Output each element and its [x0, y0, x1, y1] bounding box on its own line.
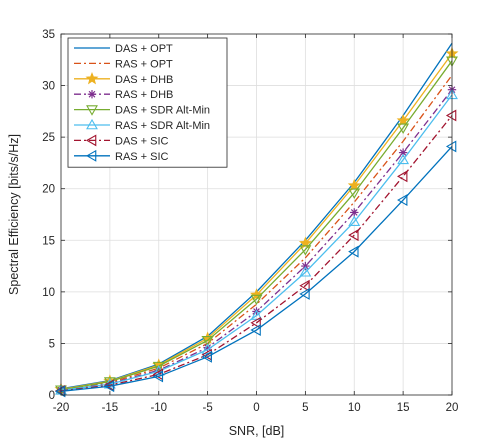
x-tick-label: 10: [348, 402, 361, 414]
x-tick-label: 20: [446, 402, 459, 414]
marker-stroke: [88, 90, 96, 98]
data-point-das-sdr-alt-min: [201, 336, 214, 347]
legend-label: RAS + OPT: [115, 58, 173, 70]
marker-stroke: [350, 209, 358, 216]
legend-item-das-dhb: DAS + DHB: [74, 71, 173, 86]
axes: -20 -15 -10 -5 0 5 10 15 20 0 5 10 15 20 25 30 35: [42, 29, 458, 414]
y-tick-label: 5: [49, 338, 55, 350]
series-line-ras-sdr-alt-min: [60, 94, 453, 392]
data-point-das-dhb: [250, 288, 263, 301]
data-point-ras-sdr-alt-min: [299, 266, 312, 277]
legend-item-ras-sic: RAS + SIC: [74, 149, 169, 163]
legend-box: [67, 37, 228, 168]
data-point-ras-sic: [201, 350, 212, 363]
plot-frame: [60, 33, 453, 396]
legend-item-das-sdr-alt-min: DAS + SDR Alt-Min: [74, 105, 210, 117]
x-tick-label: -5: [203, 402, 213, 414]
data-point-das-sdr-alt-min: [348, 188, 361, 199]
legend-item-ras-dhb: RAS + DHB: [74, 89, 173, 101]
legend-label: DAS + DHB: [115, 74, 173, 86]
data-point-das-sdr-alt-min: [299, 245, 312, 256]
data-point-ras-sic: [348, 245, 359, 258]
data-point-das-dhb: [347, 178, 361, 192]
data-point-das-sic: [348, 229, 359, 242]
legend-label: DAS + SDR Alt-Min: [115, 105, 210, 117]
legend-item-das-sic: DAS + SIC: [74, 134, 169, 147]
x-tick-label: -10: [150, 402, 167, 414]
data-point-ras-sdr-alt-min: [348, 215, 361, 227]
legend-label: DAS + OPT: [115, 43, 173, 55]
y-tick-label: 0: [49, 390, 55, 402]
x-tick-label: -15: [102, 402, 119, 414]
data-point-ras-sic: [250, 324, 261, 336]
legend-label: DAS + SIC: [115, 135, 169, 147]
series-ras-sic: [54, 140, 457, 398]
data-point-das-sic: [445, 109, 457, 122]
legend-label: RAS + SDR Alt-Min: [115, 120, 210, 132]
data-point-das-sic: [397, 170, 408, 183]
series-line-das-sic: [60, 115, 453, 392]
data-point-ras-dhb: [350, 208, 359, 217]
data-point-das-sdr-alt-min: [152, 361, 165, 373]
y-tick-label: 25: [42, 132, 55, 144]
legend-marker: [86, 118, 98, 130]
x-tick-label: 5: [302, 402, 308, 414]
x-axis-label: SNR, [dB]: [229, 424, 285, 438]
series-line-das-sdr-alt-min: [60, 60, 453, 391]
data-point-ras-sic: [397, 194, 408, 207]
data-point-ras-sic: [152, 370, 164, 383]
marker-stroke: [399, 149, 407, 156]
x-tick-label: -20: [53, 402, 70, 414]
y-axis-label: Spectral Efficiency [bits/s/Hz]: [7, 134, 21, 295]
data-point-ras-dhb: [301, 261, 310, 271]
data-point-ras-sic: [103, 380, 115, 393]
legend: DAS + OPT RAS + OPT DAS + DHB RAS + DHB DAS …: [67, 37, 228, 168]
legend-marker: [85, 134, 97, 147]
legend-marker: [86, 105, 98, 116]
y-tick-label: 10: [42, 287, 55, 299]
x-tick-label: 0: [253, 402, 259, 414]
y-tick-label: 35: [42, 29, 55, 41]
marker-stroke: [204, 344, 211, 351]
data-point-das-sdr-alt-min: [250, 294, 263, 306]
marker-stroke: [302, 262, 309, 270]
data-point-ras-sic: [445, 140, 457, 153]
series-line-ras-sic: [60, 145, 453, 393]
legend-label: RAS + SIC: [115, 151, 169, 163]
legend-item-ras-opt: RAS + OPT: [74, 58, 173, 70]
data-point-das-sic: [299, 279, 310, 292]
series-ras-opt: [60, 74, 453, 391]
y-tick-label: 30: [42, 81, 55, 93]
data-point-ras-sic: [54, 385, 66, 398]
data-point-das-sdr-alt-min: [397, 123, 410, 134]
legend-label: RAS + DHB: [115, 89, 173, 101]
data-point-das-dhb: [396, 113, 410, 127]
legend-marker: [85, 149, 97, 162]
legend-item-ras-sdr-alt-min: RAS + SDR Alt-Min: [74, 118, 210, 132]
data-point-das-sic: [250, 316, 261, 329]
legend-marker: [87, 90, 97, 99]
series-line-ras-opt: [60, 74, 453, 391]
legend-marker: [85, 71, 99, 85]
x-tick-label: 15: [397, 402, 410, 414]
y-tick-label: 20: [42, 184, 55, 196]
data-point-ras-sic: [299, 287, 310, 300]
legend-item-das-opt: DAS + OPT: [74, 43, 173, 55]
y-tick-label: 15: [42, 235, 55, 247]
data-point-ras-sdr-alt-min: [397, 153, 410, 165]
